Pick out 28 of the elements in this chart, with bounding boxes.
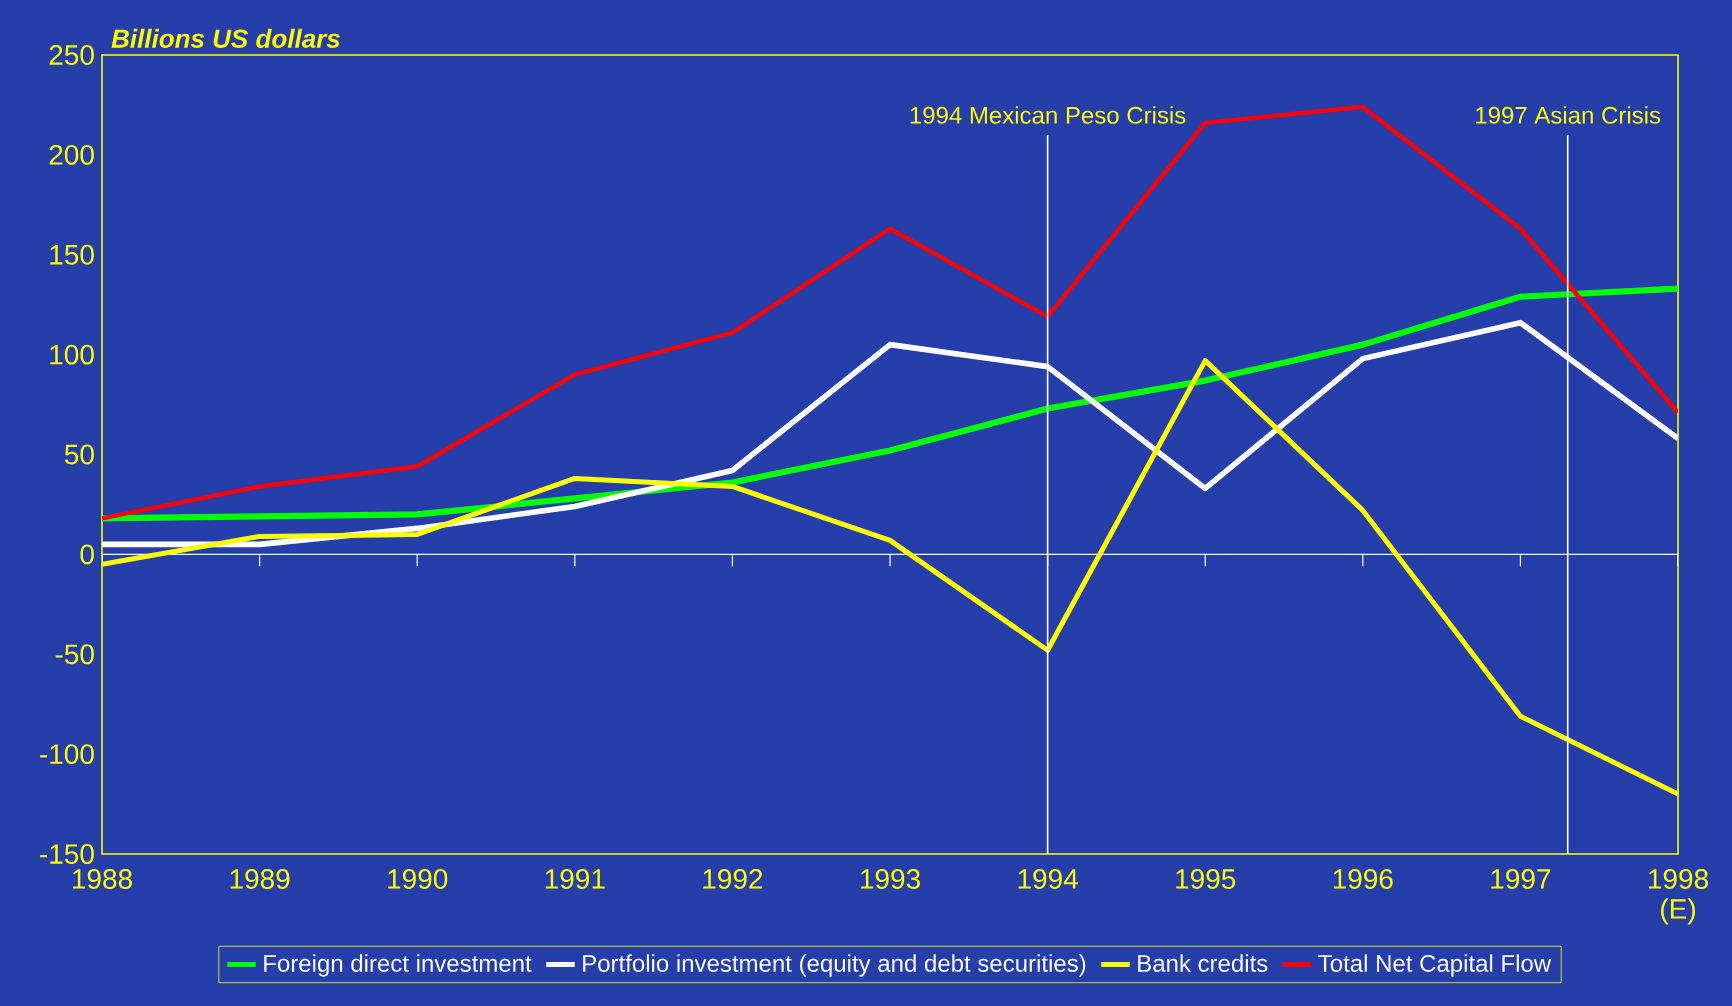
x-tick-label: 1992 bbox=[703, 869, 763, 889]
x-tick-label: 1989 bbox=[230, 869, 290, 889]
ref-line-label: 1994 Mexican Peso Crisis bbox=[910, 106, 1186, 124]
x-tick-label: 1996 bbox=[1333, 869, 1393, 889]
y-tick-label: -100 bbox=[40, 744, 94, 765]
y-axis-title: Billions US dollars bbox=[111, 28, 340, 48]
x-tick-label: 1998 (E) bbox=[1649, 869, 1708, 925]
legend-label: Portfolio investment (equity and debt securities) bbox=[583, 954, 1086, 977]
line-series bbox=[102, 104, 1679, 521]
y-tick-label: 0 bbox=[80, 544, 94, 565]
x-tick-label: 1997 bbox=[1491, 869, 1551, 889]
x-tick-label: 1991 bbox=[545, 869, 605, 889]
y-tick-label: -50 bbox=[55, 644, 94, 665]
y-tick-label: 50 bbox=[64, 444, 94, 465]
x-tick-label: 1990 bbox=[388, 869, 448, 889]
y-tick-label: 100 bbox=[50, 344, 94, 365]
x-tick-label: 1995 bbox=[1176, 869, 1236, 889]
ref-line-label: 1997 Asian Crisis bbox=[1476, 106, 1661, 124]
y-tick-label: 150 bbox=[50, 244, 94, 265]
legend-label: Bank credits bbox=[1138, 954, 1268, 972]
legend-label: Total Net Capital Flow bbox=[1318, 954, 1552, 977]
y-tick-label: -150 bbox=[40, 844, 94, 864]
y-tick-label: 250 bbox=[49, 45, 94, 65]
x-tick-label: 1994 bbox=[1018, 869, 1078, 889]
legend-label: Foreign direct investment bbox=[264, 954, 532, 977]
x-tick-label: 1988 bbox=[72, 869, 132, 889]
y-tick-label: 200 bbox=[49, 144, 94, 165]
x-tick-label: 1993 bbox=[861, 869, 920, 889]
